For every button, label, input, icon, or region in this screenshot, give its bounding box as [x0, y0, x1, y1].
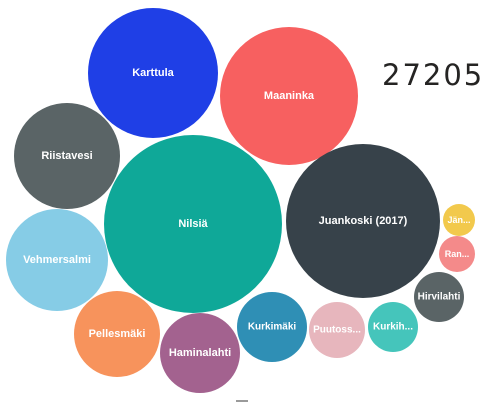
bubble-circle[interactable]	[286, 144, 440, 298]
bubble-maaninka[interactable]: Maaninka	[220, 27, 358, 165]
bubble-circle[interactable]	[6, 209, 108, 311]
bubble-label: Hirvilahti	[418, 292, 461, 303]
bubble-label: Vehmersalmi	[23, 254, 91, 266]
bubble-label: Nilsiä	[178, 218, 208, 230]
bubble-riistavesi[interactable]: Riistavesi	[14, 103, 120, 209]
scroll-indicator[interactable]	[236, 400, 248, 402]
bubble-label: Jän...	[447, 215, 470, 225]
total-value-card: 27205	[382, 58, 485, 92]
bubble-karttula[interactable]: Karttula	[88, 8, 218, 138]
bubble-kurkimäki[interactable]: Kurkimäki	[237, 292, 307, 362]
bubble-label: Riistavesi	[41, 150, 92, 162]
bubble-label: Ran...	[445, 249, 470, 259]
bubble-circle[interactable]	[414, 272, 464, 322]
bubble-pellesmäki[interactable]: Pellesmäki	[74, 291, 160, 377]
bubble-vehmersalmi[interactable]: Vehmersalmi	[6, 209, 108, 311]
bubble-jän[interactable]: Jän...	[443, 204, 475, 236]
bubble-label: Juankoski (2017)	[319, 215, 408, 227]
bubble-circle[interactable]	[14, 103, 120, 209]
bubble-circle[interactable]	[220, 27, 358, 165]
bubble-circle[interactable]	[237, 292, 307, 362]
bubble-circle[interactable]	[443, 204, 475, 236]
bubble-ran[interactable]: Ran...	[439, 236, 475, 272]
bubble-circle[interactable]	[309, 302, 365, 358]
bubble-label: Haminalahti	[169, 347, 231, 359]
bubble-label: Maaninka	[264, 90, 315, 102]
bubble-nilsiä[interactable]: Nilsiä	[104, 135, 282, 313]
bubble-haminalahti[interactable]: Haminalahti	[160, 313, 240, 393]
bubble-puutoss[interactable]: Puutoss...	[309, 302, 365, 358]
bubble-circle[interactable]	[160, 313, 240, 393]
bubble-label: Kurkimäki	[248, 322, 297, 333]
bubble-circle[interactable]	[368, 302, 418, 352]
bubble-circle[interactable]	[88, 8, 218, 138]
bubble-label: Kurkih...	[373, 322, 413, 333]
bubble-circle[interactable]	[104, 135, 282, 313]
bubble-circle[interactable]	[74, 291, 160, 377]
bubble-kurkih[interactable]: Kurkih...	[368, 302, 418, 352]
bubble-juankoski-2017[interactable]: Juankoski (2017)	[286, 144, 440, 298]
bubble-label: Puutoss...	[313, 325, 361, 336]
bubble-circle[interactable]	[439, 236, 475, 272]
bubble-hirvilahti[interactable]: Hirvilahti	[414, 272, 464, 322]
bubble-label: Pellesmäki	[89, 328, 146, 340]
bubble-label: Karttula	[132, 67, 174, 79]
